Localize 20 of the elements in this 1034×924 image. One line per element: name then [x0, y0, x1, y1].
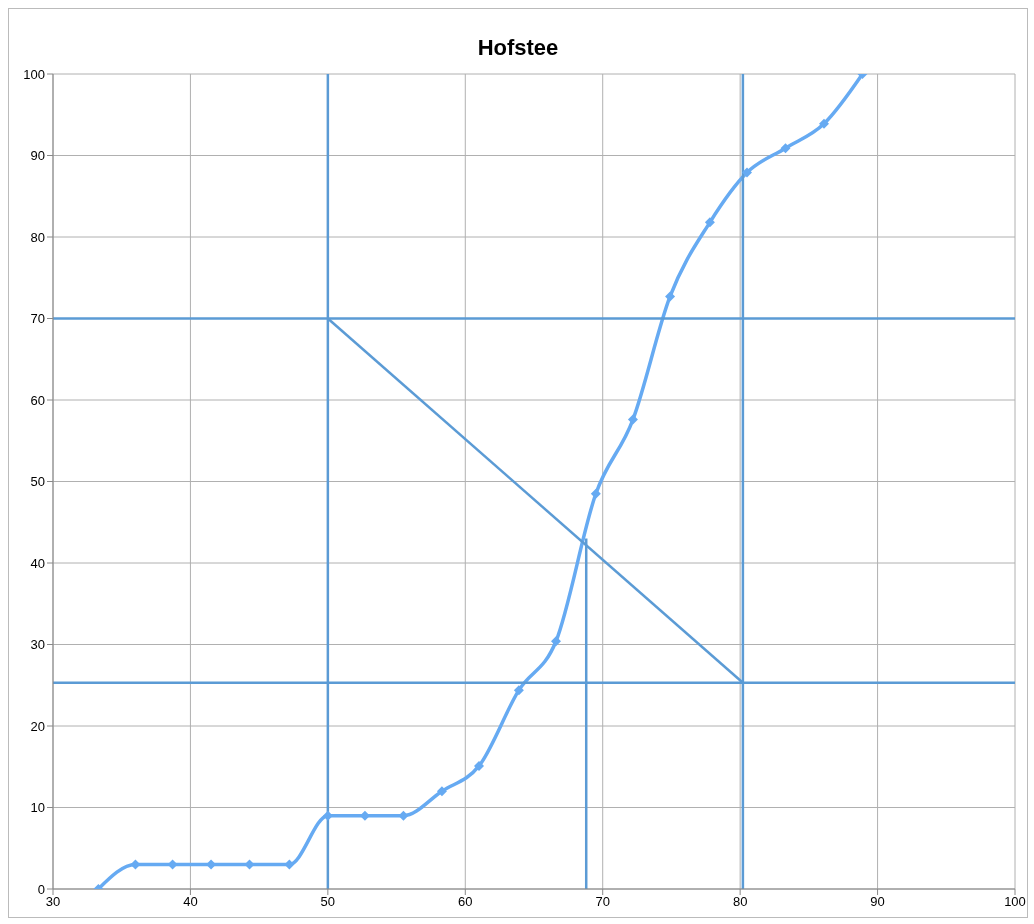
x-tick-label: 50 [320, 894, 336, 910]
x-tick-label: 60 [458, 894, 473, 910]
y-tick-label: 0 [37, 881, 45, 897]
y-tick-label: 70 [30, 311, 45, 327]
x-tick-label: 80 [732, 894, 748, 910]
y-tick-label: 10 [30, 800, 45, 816]
y-tick-label: 100 [23, 66, 45, 82]
y-tick-label: 80 [30, 229, 45, 245]
y-tick-label: 50 [30, 474, 45, 490]
x-tick-label: 100 [1004, 894, 1026, 910]
chart-title: Hofstee [476, 35, 560, 61]
y-tick-label: 30 [30, 637, 45, 653]
x-tick-label: 40 [183, 894, 198, 910]
y-tick-label: 90 [30, 148, 45, 164]
x-tick-label: 70 [595, 894, 610, 910]
y-tick-label: 40 [30, 555, 45, 571]
y-tick-label: 20 [30, 718, 45, 734]
y-tick-label: 60 [30, 392, 45, 408]
x-tick-label: 30 [45, 894, 61, 910]
x-tick-label: 90 [870, 894, 885, 910]
